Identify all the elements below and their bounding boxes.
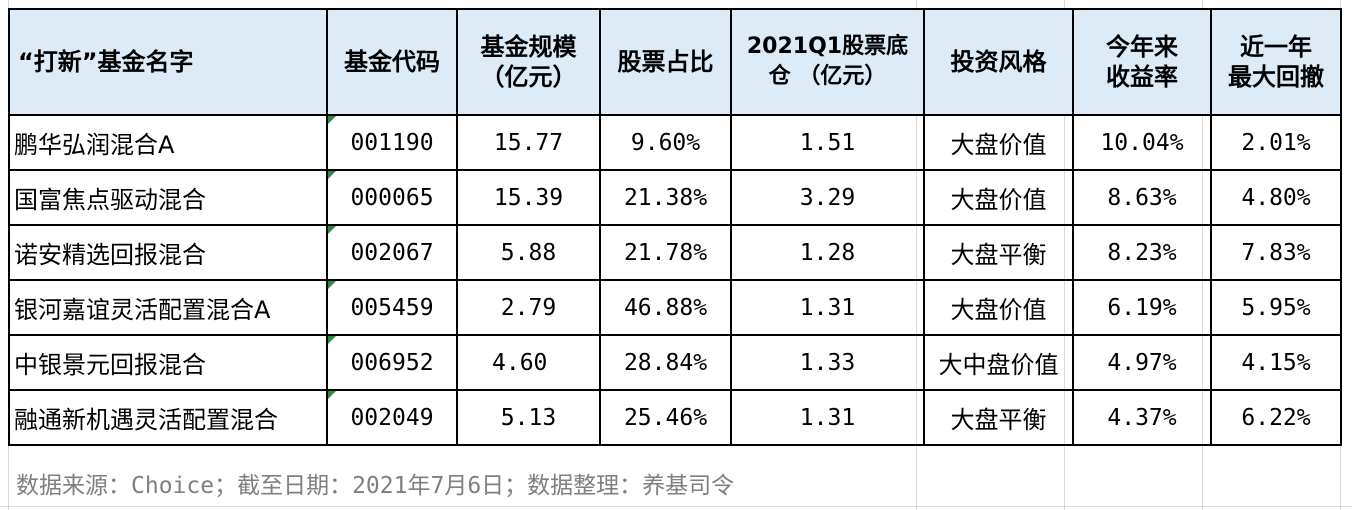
cell-fund-code[interactable]: 000065: [326, 169, 458, 226]
header-fund-scale-line1: 基金规模: [480, 33, 577, 61]
cell-fund-code[interactable]: 006952: [326, 334, 458, 391]
header-ytd-line1: 今年来: [1106, 33, 1178, 61]
grid-line: [0, 506, 1352, 507]
header-stock-ratio[interactable]: 股票占比: [599, 8, 732, 116]
table-row: 融通新机遇灵活配置混合 002049 5.13 25.46% 1.31 大盘平衡…: [8, 389, 1342, 446]
cell-fund-name[interactable]: 国富焦点驱动混合: [8, 169, 328, 226]
header-stock-base[interactable]: 2021Q1股票底 仓 （亿元）: [730, 8, 925, 116]
number-as-text-flag: [329, 227, 336, 234]
cell-max-drawdown[interactable]: 4.15%: [1210, 334, 1342, 391]
header-stock-base-line2: 仓 （亿元）: [768, 64, 887, 89]
cell-fund-code[interactable]: 001190: [326, 114, 458, 171]
cell-stock-ratio[interactable]: 9.60%: [599, 114, 732, 171]
header-fund-code[interactable]: 基金代码: [326, 8, 458, 116]
cell-fund-code[interactable]: 005459: [326, 279, 458, 336]
table-row: 鹏华弘润混合A 001190 15.77 9.60% 1.51 大盘价值 10.…: [8, 114, 1342, 171]
cell-fund-scale[interactable]: 15.39: [456, 169, 601, 226]
number-as-text-flag: [329, 337, 336, 344]
cell-fund-code[interactable]: 002067: [326, 224, 458, 281]
cell-invest-style[interactable]: 大盘价值: [923, 114, 1074, 171]
cell-max-drawdown[interactable]: 7.83%: [1210, 224, 1342, 281]
cell-stock-ratio[interactable]: 21.38%: [599, 169, 732, 226]
cell-max-drawdown[interactable]: 6.22%: [1210, 389, 1342, 446]
header-ytd-return[interactable]: 今年来 收益率: [1072, 8, 1212, 116]
cell-stock-base[interactable]: 1.31: [730, 389, 925, 446]
cell-fund-name[interactable]: 诺安精选回报混合: [8, 224, 328, 281]
cell-stock-base[interactable]: 3.29: [730, 169, 925, 226]
cell-ytd-return[interactable]: 4.37%: [1072, 389, 1212, 446]
cell-fund-code[interactable]: 002049: [326, 389, 458, 446]
data-source-note: 数据来源：Choice；截至日期：2021年7月6日；数据整理：养基司令: [16, 473, 735, 499]
header-fund-scale-line2: （亿元）: [480, 63, 577, 91]
cell-fund-scale[interactable]: 15.77: [456, 114, 601, 171]
cell-max-drawdown[interactable]: 5.95%: [1210, 279, 1342, 336]
cell-fund-name[interactable]: 融通新机遇灵活配置混合: [8, 389, 328, 446]
table-row: 诺安精选回报混合 002067 5.88 21.78% 1.28 大盘平衡 8.…: [8, 224, 1342, 281]
cell-fund-name[interactable]: 鹏华弘润混合A: [8, 114, 328, 171]
header-stock-base-line1: 2021Q1股票底: [746, 34, 909, 59]
header-fund-scale[interactable]: 基金规模 （亿元）: [456, 8, 601, 116]
cell-ytd-return[interactable]: 4.97%: [1072, 334, 1212, 391]
cell-ytd-return[interactable]: 10.04%: [1072, 114, 1212, 171]
cell-ytd-return[interactable]: 8.63%: [1072, 169, 1212, 226]
number-as-text-flag: [329, 282, 336, 289]
header-max-drawdown[interactable]: 近一年 最大回撤: [1210, 8, 1342, 116]
cell-invest-style[interactable]: 大盘平衡: [923, 389, 1074, 446]
cell-max-drawdown[interactable]: 2.01%: [1210, 114, 1342, 171]
header-fund-name[interactable]: “打新”基金名字: [8, 8, 328, 116]
cell-fund-scale[interactable]: 2.79: [456, 279, 601, 336]
cell-stock-base[interactable]: 1.28: [730, 224, 925, 281]
cell-stock-base[interactable]: 1.51: [730, 114, 925, 171]
cell-fund-scale[interactable]: 4.60: [456, 334, 601, 391]
cell-stock-base[interactable]: 1.31: [730, 279, 925, 336]
cell-fund-scale[interactable]: 5.13: [456, 389, 601, 446]
header-invest-style[interactable]: 投资风格: [923, 8, 1074, 116]
cell-ytd-return[interactable]: 8.23%: [1072, 224, 1212, 281]
cell-invest-style[interactable]: 大中盘价值: [923, 334, 1074, 391]
cell-invest-style[interactable]: 大盘价值: [923, 279, 1074, 336]
table-row: 银河嘉谊灵活配置混合A 005459 2.79 46.88% 1.31 大盘价值…: [8, 279, 1342, 336]
number-as-text-flag: [329, 117, 336, 124]
cell-max-drawdown[interactable]: 4.80%: [1210, 169, 1342, 226]
cell-fund-scale[interactable]: 5.88: [456, 224, 601, 281]
cell-ytd-return[interactable]: 6.19%: [1072, 279, 1212, 336]
cell-stock-ratio[interactable]: 28.84%: [599, 334, 732, 391]
header-ytd-line2: 收益率: [1106, 63, 1178, 91]
header-dd-line2: 最大回撤: [1228, 63, 1324, 91]
cell-fund-name[interactable]: 中银景元回报混合: [8, 334, 328, 391]
fund-table: “打新”基金名字 基金代码 基金规模 （亿元） 股票占比 2021Q1股票底 仓…: [8, 8, 1342, 446]
cell-stock-ratio[interactable]: 46.88%: [599, 279, 732, 336]
cell-stock-ratio[interactable]: 25.46%: [599, 389, 732, 446]
number-as-text-flag: [329, 172, 336, 179]
header-row: “打新”基金名字 基金代码 基金规模 （亿元） 股票占比 2021Q1股票底 仓…: [8, 8, 1342, 116]
cell-invest-style[interactable]: 大盘平衡: [923, 224, 1074, 281]
number-as-text-flag: [329, 392, 336, 399]
header-dd-line1: 近一年: [1240, 33, 1312, 61]
cell-stock-base[interactable]: 1.33: [730, 334, 925, 391]
cell-stock-ratio[interactable]: 21.78%: [599, 224, 732, 281]
cell-invest-style[interactable]: 大盘价值: [923, 169, 1074, 226]
cell-fund-name[interactable]: 银河嘉谊灵活配置混合A: [8, 279, 328, 336]
table-row: 中银景元回报混合 006952 4.60 28.84% 1.33 大中盘价值 4…: [8, 334, 1342, 391]
table-row: 国富焦点驱动混合 000065 15.39 21.38% 3.29 大盘价值 8…: [8, 169, 1342, 226]
